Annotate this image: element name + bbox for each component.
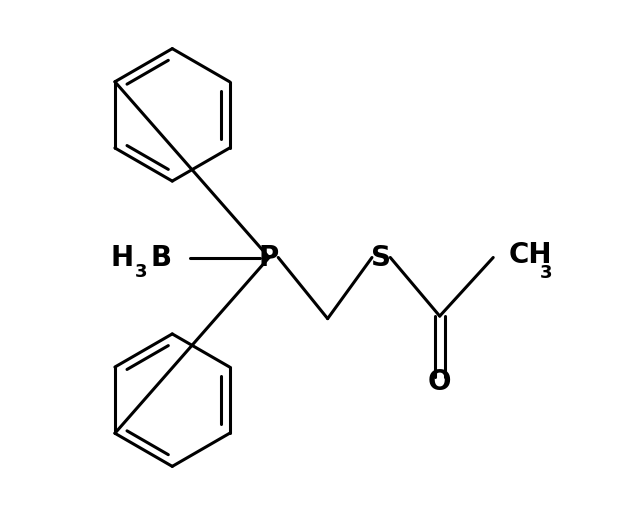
Text: B: B <box>150 244 172 271</box>
Text: H: H <box>111 244 134 271</box>
Text: 3: 3 <box>540 264 552 282</box>
Text: 3: 3 <box>134 263 147 281</box>
Text: O: O <box>428 368 451 397</box>
Text: P: P <box>259 244 279 271</box>
Text: S: S <box>371 244 391 271</box>
Text: CH: CH <box>509 241 552 269</box>
